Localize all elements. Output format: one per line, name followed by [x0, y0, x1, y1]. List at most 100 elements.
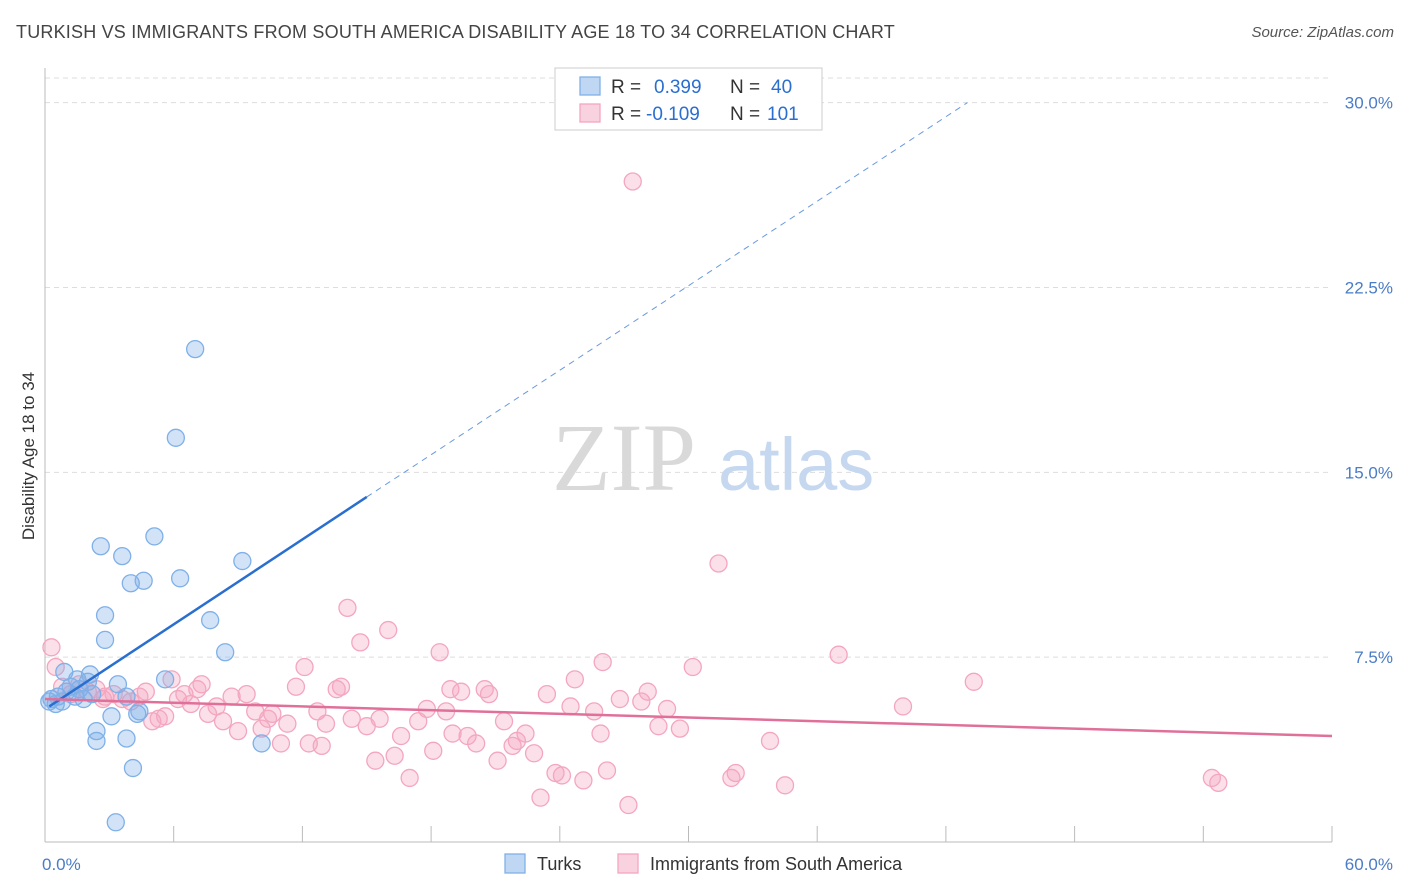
immigrants-point — [263, 704, 282, 723]
immigrants-point — [683, 657, 702, 677]
immigrants-point — [295, 657, 314, 677]
immigrants-point — [338, 598, 357, 618]
immigrants-point — [597, 761, 617, 780]
immigrants-point — [222, 687, 241, 706]
bottom-legend-swatch-immigrants — [617, 853, 639, 874]
turks-point — [252, 734, 271, 753]
immigrants-point — [623, 172, 642, 191]
immigrants-point — [552, 766, 572, 785]
immigrants-point — [638, 682, 657, 701]
turks-point — [87, 721, 106, 741]
immigrants-point — [451, 682, 471, 701]
immigrants-point — [312, 736, 331, 756]
turks-point — [113, 546, 132, 566]
immigrants-point — [964, 672, 983, 691]
turks-point — [134, 571, 153, 590]
turks-trend-extension — [366, 102, 968, 498]
turks-point — [155, 670, 175, 689]
immigrants-point — [278, 714, 297, 733]
turks-point — [102, 707, 121, 726]
immigrants-point — [391, 726, 411, 746]
turks-point — [130, 702, 149, 721]
turks-trend-line — [48, 495, 368, 708]
turks-point — [216, 643, 235, 662]
immigrants-point — [829, 645, 848, 664]
immigrants-point — [494, 712, 514, 731]
immigrants-point — [479, 684, 499, 704]
immigrants-point — [370, 709, 389, 728]
bottom-legend-label-turks: Turks — [537, 854, 581, 874]
turks-point — [123, 758, 143, 778]
immigrants-point — [155, 707, 175, 726]
immigrants-point — [175, 684, 194, 704]
immigrants-point — [619, 795, 638, 815]
turks-point — [128, 704, 147, 723]
bottom-legend: Turks Immigrants from South America — [504, 853, 903, 874]
turks-point — [185, 339, 205, 359]
turks-point — [145, 527, 164, 546]
immigrants-point — [709, 554, 728, 573]
tick-labels: 7.5% 15.0% 22.5% 30.0% 0.0% 60.0% — [42, 94, 1393, 874]
immigrants-point — [760, 731, 780, 751]
y-tick-label: 15.0% — [1345, 463, 1393, 482]
immigrants-point — [93, 689, 113, 709]
turks-points — [40, 339, 271, 832]
immigrants-point — [316, 714, 336, 733]
immigrants-point — [42, 638, 61, 657]
legend-r-label-immigrants: R = — [611, 104, 641, 125]
immigrants-point — [271, 734, 291, 753]
immigrants-point — [342, 709, 361, 728]
x-tick-label: 0.0% — [42, 855, 81, 874]
immigrants-point — [1209, 773, 1228, 793]
immigrants-point — [286, 677, 306, 696]
legend-n-value-immigrants: 101 — [767, 104, 799, 125]
immigrants-point — [400, 768, 419, 788]
chart-title: TURKISH VS IMMIGRANTS FROM SOUTH AMERICA… — [16, 22, 895, 42]
turks-point — [95, 630, 115, 650]
turks-point — [233, 551, 252, 571]
immigrants-point — [237, 684, 256, 704]
legend-n-value-turks: 40 — [771, 77, 792, 98]
bottom-legend-swatch-turks — [504, 853, 526, 874]
immigrants-point — [228, 721, 248, 741]
legend-swatch-turks — [579, 76, 601, 96]
immigrants-point — [331, 677, 351, 696]
legend-n-label-turks: N = — [730, 77, 760, 98]
immigrants-point — [46, 657, 65, 677]
immigrants-point — [726, 763, 745, 783]
y-tick-label: 22.5% — [1345, 278, 1393, 297]
y-tick-label: 7.5% — [1354, 648, 1393, 667]
immigrants-point — [649, 717, 668, 736]
turks-point — [166, 428, 185, 447]
immigrants-point — [379, 620, 398, 640]
watermark: ZIP atlas — [552, 404, 874, 511]
immigrants-point — [632, 692, 651, 711]
immigrants-point — [584, 702, 604, 721]
immigrants-point — [593, 652, 612, 672]
immigrants-point — [351, 633, 370, 652]
immigrants-point — [466, 734, 486, 753]
immigrants-point — [430, 643, 449, 662]
immigrants-point — [366, 751, 385, 770]
immigrants-point — [488, 751, 507, 770]
legend-r-label-turks: R = — [611, 77, 641, 98]
immigrants-point — [385, 746, 404, 765]
turks-point — [170, 569, 190, 588]
immigrants-point — [524, 744, 544, 763]
immigrants-point — [670, 719, 690, 738]
turks-point — [91, 537, 110, 556]
turks-point — [201, 611, 220, 630]
immigrants-point — [893, 697, 913, 716]
turks-point — [108, 675, 128, 694]
top-legend: R = 0.399 N = 40 R = -0.109 N = 101 — [554, 67, 823, 131]
immigrants-point — [424, 741, 443, 760]
turks-point — [83, 684, 102, 704]
source-label: Source: ZipAtlas.com — [1251, 24, 1394, 41]
immigrants-point — [591, 724, 610, 743]
y-tick-label: 30.0% — [1345, 94, 1393, 113]
immigrants-point — [531, 788, 550, 807]
trend-lines — [44, 102, 1333, 738]
turks-point — [95, 606, 115, 625]
y-axis-title: Disability Age 18 to 34 — [19, 372, 38, 540]
